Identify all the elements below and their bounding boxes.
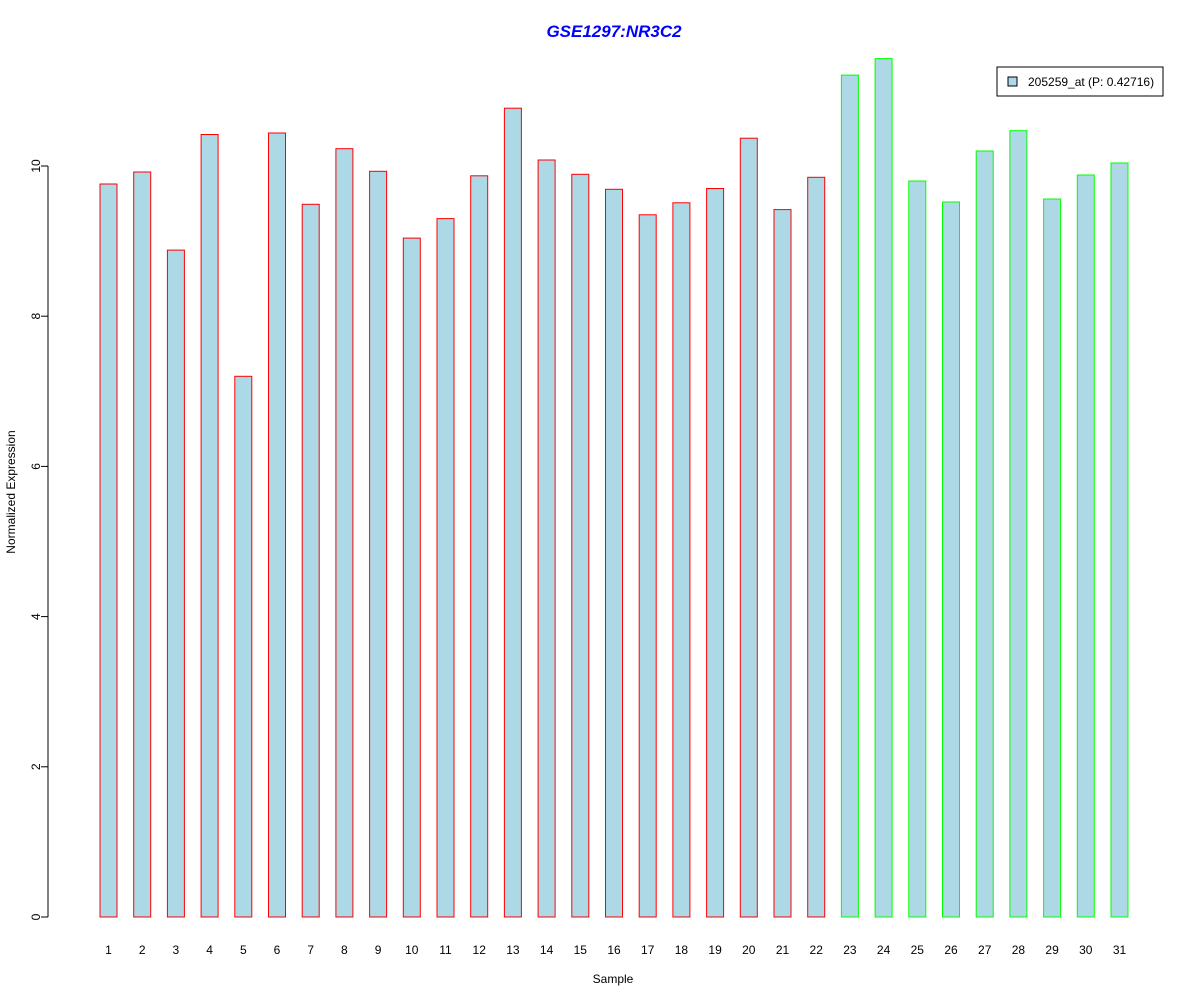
x-tick-label: 29 — [1045, 943, 1059, 957]
x-tick-label: 10 — [405, 943, 419, 957]
y-axis-label: Normalized Expression — [4, 430, 18, 553]
x-tick-label: 30 — [1079, 943, 1093, 957]
bar-sample-6 — [268, 132, 286, 918]
x-tick-label: 7 — [307, 943, 314, 957]
x-tick-label: 11 — [439, 943, 452, 957]
x-tick-label: 27 — [978, 943, 992, 957]
bar-sample-25 — [908, 180, 927, 918]
bar-sample-20 — [739, 137, 758, 918]
x-tick-label: 4 — [206, 943, 213, 957]
bar-sample-15 — [571, 173, 590, 918]
legend: 205259_at (P: 0.42716) — [996, 66, 1164, 97]
bar-sample-29 — [1043, 198, 1062, 918]
y-tick-label: 2 — [29, 763, 43, 770]
bar-sample-3 — [166, 249, 185, 918]
x-tick-label: 6 — [274, 943, 281, 957]
x-tick-label: 23 — [843, 943, 857, 957]
x-tick-label: 14 — [540, 943, 554, 957]
bar-sample-19 — [706, 188, 725, 918]
x-axis-label: Sample — [593, 972, 634, 986]
bar-sample-21 — [773, 209, 792, 918]
bar-sample-1 — [99, 183, 118, 918]
x-tick-label: 21 — [776, 943, 790, 957]
bar-sample-28 — [1009, 130, 1028, 918]
y-tick-label: 10 — [29, 159, 43, 173]
bar-sample-2 — [133, 171, 152, 918]
bar-sample-24 — [874, 58, 893, 918]
bars-group — [99, 58, 1129, 918]
y-tick-label: 8 — [29, 313, 43, 320]
x-tick-label: 20 — [742, 943, 756, 957]
chart-title: GSE1297:NR3C2 — [546, 22, 682, 41]
x-tick-label: 12 — [473, 943, 487, 957]
x-tick-label: 16 — [607, 943, 621, 957]
y-tick-label: 4 — [29, 613, 43, 620]
x-tick-label: 17 — [641, 943, 655, 957]
x-tick-label: 5 — [240, 943, 247, 957]
bar-sample-16 — [605, 188, 623, 918]
bar-sample-22 — [807, 176, 826, 918]
legend-swatch — [1007, 76, 1018, 87]
bar-sample-31 — [1110, 162, 1129, 918]
bar-sample-4 — [200, 134, 219, 918]
bar-sample-30 — [1076, 174, 1095, 918]
x-tick-label: 2 — [139, 943, 146, 957]
bar-sample-18 — [672, 202, 691, 918]
bar-sample-14 — [537, 159, 556, 918]
bar-sample-17 — [638, 214, 657, 918]
x-tick-labels: 1 2 3 4 5 6 7 8 9 10 11 12 13 14 15 16 17 18 19 20 21 22 23 24 2… — [105, 943, 1126, 957]
x-tick-label: 22 — [810, 943, 824, 957]
bar-sample-7 — [301, 203, 320, 918]
bar-sample-13 — [503, 107, 522, 918]
x-tick-label: 26 — [944, 943, 958, 957]
x-tick-label: 3 — [173, 943, 180, 957]
bar-sample-27 — [975, 150, 994, 918]
x-tick-label: 8 — [341, 943, 348, 957]
bar-sample-23 — [840, 74, 859, 918]
bar-sample-9 — [369, 170, 388, 918]
y-tick-label: 6 — [29, 463, 43, 470]
x-tick-label: 31 — [1113, 943, 1127, 957]
legend-label: 205259_at (P: 0.42716) — [1028, 75, 1154, 89]
x-tick-label: 9 — [375, 943, 382, 957]
bar-sample-12 — [470, 175, 489, 918]
x-tick-label: 24 — [877, 943, 891, 957]
bar-sample-10 — [402, 237, 421, 918]
bar-sample-5 — [234, 375, 253, 918]
bar-sample-8 — [335, 148, 354, 918]
y-tick-label: 0 — [29, 913, 43, 920]
x-tick-label: 28 — [1012, 943, 1026, 957]
legend-box — [996, 66, 1164, 97]
bar-sample-11 — [436, 218, 455, 918]
x-tick-label: 13 — [506, 943, 520, 957]
y-axis: 0 2 4 6 8 10 — [29, 159, 49, 920]
bar-sample-26 — [942, 201, 960, 918]
x-tick-label: 19 — [708, 943, 722, 957]
x-tick-label: 15 — [574, 943, 588, 957]
x-tick-label: 25 — [911, 943, 925, 957]
x-tick-label: 18 — [675, 943, 689, 957]
x-tick-label: 1 — [105, 943, 112, 957]
